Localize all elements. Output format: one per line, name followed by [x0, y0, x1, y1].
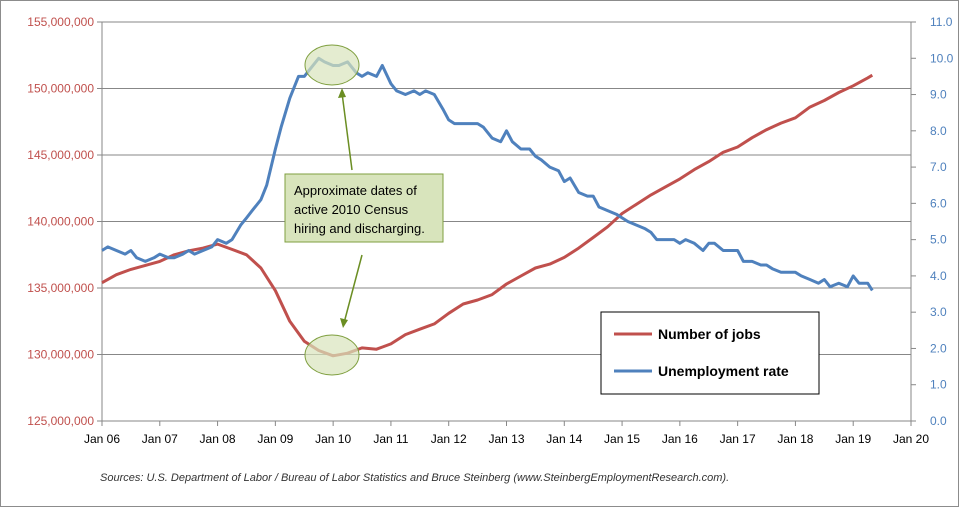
- right-tick-label: 3.0: [930, 305, 947, 319]
- legend-label-unemployment: Unemployment rate: [658, 363, 789, 379]
- arrow-down: [343, 254, 363, 324]
- right-tick-label: 2.0: [930, 341, 947, 355]
- x-axis-ticks: Jan 06 Jan 07 Jan 08 Jan 09 Jan 10 Jan 11 Jan …: [84, 421, 929, 446]
- arrowhead-down: [340, 318, 348, 328]
- highlight-ellipse-trough: [304, 334, 360, 376]
- x-tick-label: Jan 14: [546, 432, 582, 446]
- right-tick-label: 7.0: [930, 160, 947, 174]
- arrowhead-up: [338, 88, 346, 98]
- annotation-line-3: hiring and discharging.: [294, 221, 425, 236]
- right-tick-label: 9.0: [930, 88, 947, 102]
- left-tick-label: 150,000,000: [27, 82, 94, 96]
- x-tick-label: Jan 07: [142, 432, 178, 446]
- right-tick-label: 11.0: [930, 15, 953, 29]
- annotation-line-2: active 2010 Census: [294, 202, 409, 217]
- legend-box: [600, 311, 820, 395]
- x-tick-label: Jan 20: [893, 432, 929, 446]
- x-tick-label: Jan 06: [84, 432, 120, 446]
- x-tick-label: Jan 17: [720, 432, 756, 446]
- left-tick-label: 155,000,000: [27, 15, 94, 29]
- x-tick-label: Jan 12: [431, 432, 467, 446]
- left-axis-ticks: 125,000,000 130,000,000 135,000,000 140,000…: [27, 15, 102, 428]
- x-tick-label: Jan 16: [662, 432, 698, 446]
- x-tick-label: Jan 10: [315, 432, 351, 446]
- series-line-jobs: [101, 73, 874, 358]
- right-tick-label: 8.0: [930, 124, 947, 138]
- series-lines: [101, 56, 874, 358]
- x-tick-label: Jan 15: [604, 432, 640, 446]
- x-tick-label: Jan 11: [373, 432, 408, 446]
- right-tick-label: 5.0: [930, 233, 947, 247]
- legend: Number of jobs Unemployment rate: [600, 311, 820, 395]
- right-tick-label: 0.0: [930, 414, 947, 428]
- arrow-up: [341, 92, 353, 171]
- left-tick-label: 125,000,000: [27, 414, 94, 428]
- annotation-box: [284, 173, 444, 243]
- right-tick-label: 10.0: [930, 51, 954, 65]
- x-tick-label: Jan 18: [777, 432, 813, 446]
- left-tick-label: 140,000,000: [27, 215, 94, 229]
- left-tick-label: 130,000,000: [27, 348, 94, 362]
- highlight-ellipse-peak: [304, 44, 360, 86]
- right-axis-ticks: 0.0 1.0 2.0 3.0 4.0 5.0 6.0 7.0 8.0 9.0 10.0 11.0: [911, 15, 954, 428]
- x-tick-label: Jan 13: [488, 432, 524, 446]
- x-tick-label: Jan 19: [835, 432, 871, 446]
- annotation-line-1: Approximate dates of: [294, 183, 417, 198]
- x-tick-label: Jan 09: [257, 432, 293, 446]
- gridlines: [102, 21, 911, 422]
- right-tick-label: 1.0: [930, 378, 947, 392]
- left-tick-label: 145,000,000: [27, 148, 94, 162]
- right-tick-label: 6.0: [930, 196, 947, 210]
- x-tick-label: Jan 08: [200, 432, 236, 446]
- left-tick-label: 135,000,000: [27, 281, 94, 295]
- source-note: Sources: U.S. Department of Labor / Bure…: [100, 472, 730, 484]
- axes: [101, 22, 912, 422]
- census-annotation: Approximate dates of active 2010 Census …: [284, 44, 444, 376]
- legend-label-jobs: Number of jobs: [658, 326, 761, 342]
- series-line-unemployment: [101, 56, 874, 292]
- right-tick-label: 4.0: [930, 269, 947, 283]
